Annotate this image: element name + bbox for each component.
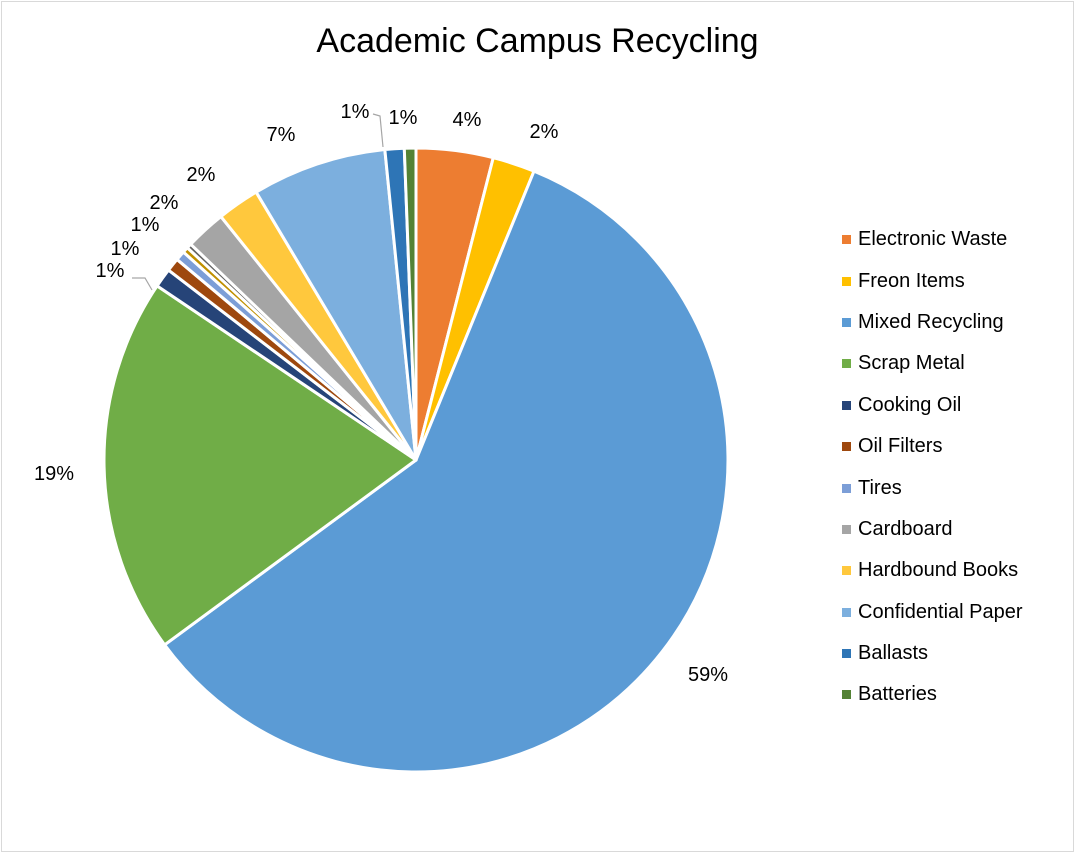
legend-label: Oil Filters [858, 435, 943, 458]
legend-item: Confidential Paper [842, 592, 1023, 633]
legend-swatch [842, 649, 851, 659]
legend-swatch [842, 400, 851, 410]
legend-item: Scrap Metal [842, 343, 1023, 384]
data-label: 2% [530, 121, 559, 143]
legend-item: Mixed Recycling [842, 302, 1023, 343]
legend-label: Freon Items [858, 269, 965, 292]
legend-item: Tires [842, 467, 1023, 508]
pie-slice-batteries [402, 146, 418, 462]
legend-label: Batteries [858, 683, 937, 706]
legend-swatch [842, 317, 851, 327]
legend-swatch [842, 524, 851, 534]
pie-slice-scrap-metal [102, 284, 418, 647]
legend-item: Batteries [842, 674, 1023, 715]
legend-label: Cooking Oil [858, 393, 962, 416]
legend-swatch [842, 235, 851, 245]
legend-item: Hardbound Books [842, 550, 1023, 591]
data-label: 1% [96, 260, 125, 282]
data-label: 1% [341, 101, 370, 123]
legend-swatch [842, 566, 851, 576]
data-label: 1% [131, 214, 160, 236]
legend-item: Oil Filters [842, 426, 1023, 467]
leader-line [372, 113, 384, 148]
legend-item: Freon Items [842, 260, 1023, 301]
legend-swatch [842, 483, 851, 493]
legend-label: Hardbound Books [858, 559, 1019, 582]
leader-line [132, 277, 153, 291]
data-label: 2% [150, 192, 179, 214]
legend-label: Cardboard [858, 517, 953, 540]
legend-label: Electronic Waste [858, 228, 1008, 251]
legend-label: Tires [858, 476, 902, 499]
legend: Electronic Waste Freon Items Mixed Recycli… [842, 219, 1023, 716]
data-label: 19% [34, 463, 74, 485]
legend-swatch [842, 690, 851, 700]
legend-label: Scrap Metal [858, 352, 965, 375]
legend-swatch [842, 276, 851, 286]
data-label: 1% [389, 107, 418, 129]
pie-slice-confidential-paper [254, 148, 418, 462]
legend-item: Cardboard [842, 509, 1023, 550]
data-label: 4% [453, 109, 482, 131]
legend-label: Mixed Recycling [858, 310, 1004, 333]
data-label: 1% [111, 238, 140, 260]
legend-swatch [842, 359, 851, 369]
legend-label: Ballasts [858, 642, 929, 665]
pie-slice-mixed-recycling [163, 169, 730, 774]
legend-swatch [842, 442, 851, 452]
legend-label: Confidential Paper [858, 600, 1023, 623]
data-label: 2% [187, 164, 216, 186]
data-label: 59% [688, 664, 728, 686]
legend-item: Electronic Waste [842, 219, 1023, 260]
chart-title: Academic Campus Recycling [316, 22, 759, 60]
legend-item: Ballasts [842, 633, 1023, 674]
legend-item: Cooking Oil [842, 385, 1023, 426]
data-label: 7% [267, 124, 296, 146]
legend-swatch [842, 607, 851, 617]
